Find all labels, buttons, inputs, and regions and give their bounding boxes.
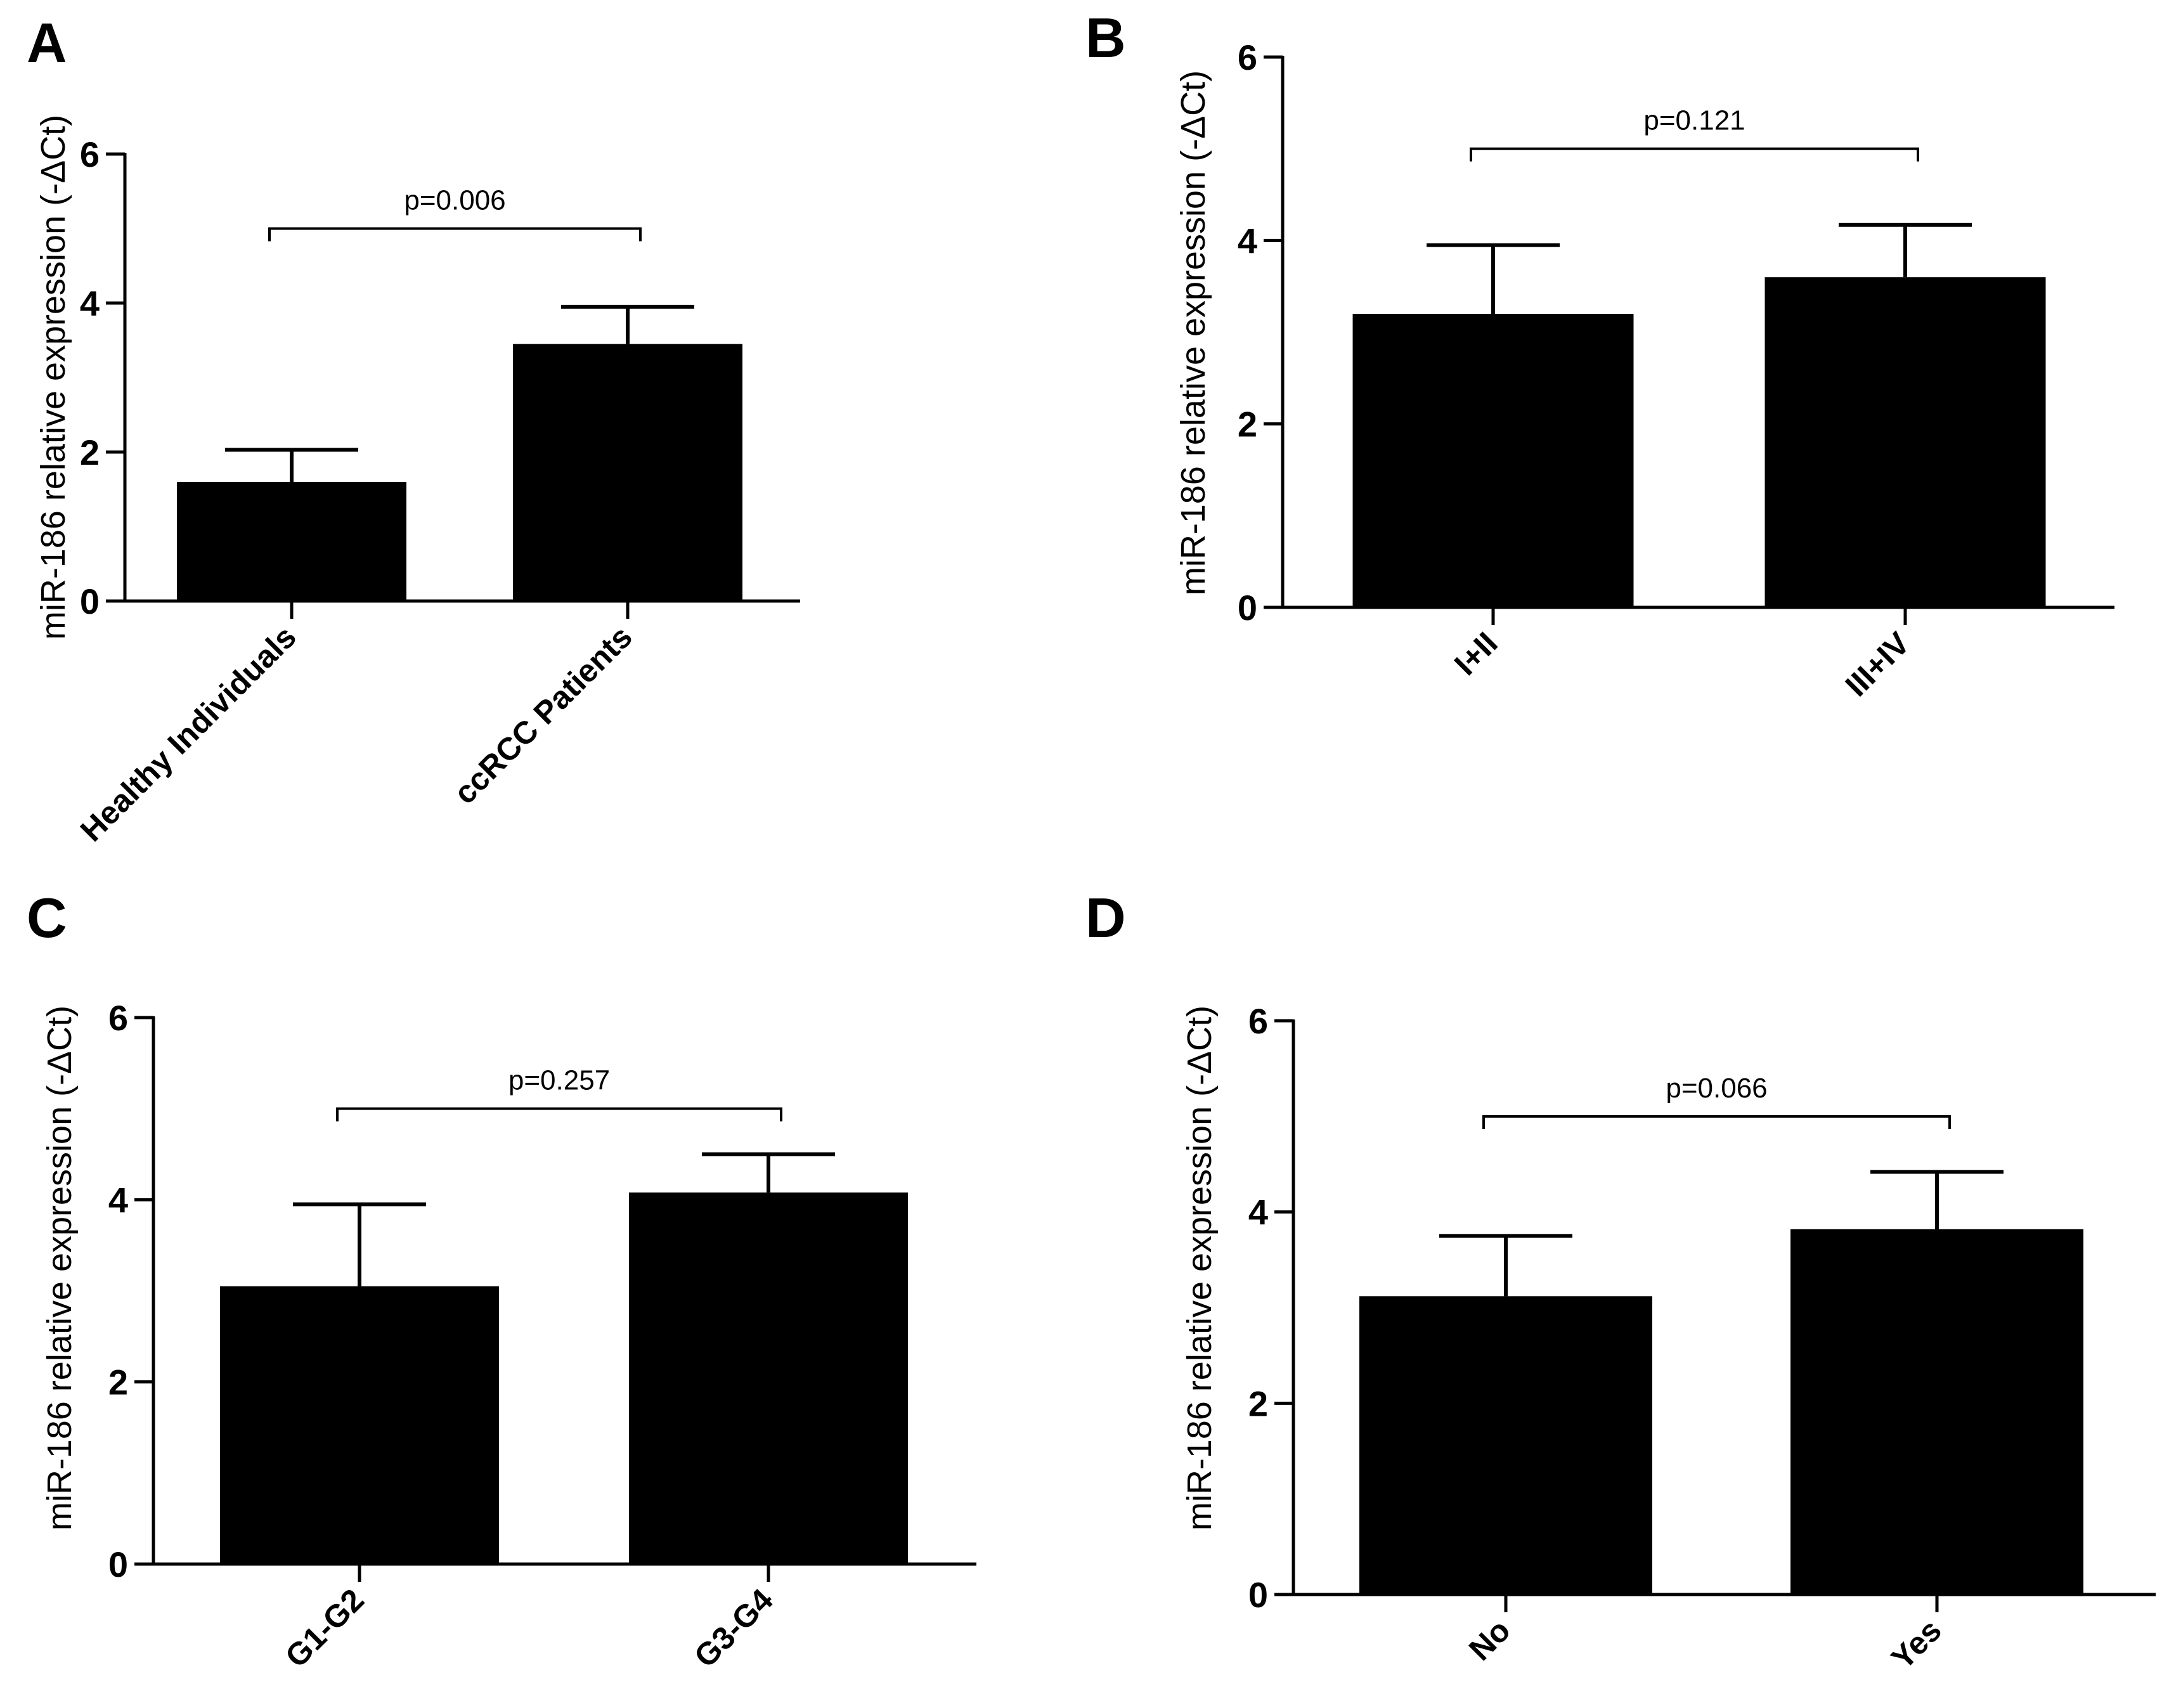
panel-a-y-tick-label: 6 bbox=[80, 134, 100, 174]
panel-d-y-tick-label: 6 bbox=[1248, 1001, 1268, 1041]
panel-a-significance-bracket bbox=[268, 227, 642, 242]
panel-c-y-tick-label: 4 bbox=[108, 1180, 128, 1220]
panel-c: C miR-186 relative expression (-ΔCt) 0 2 4… bbox=[27, 886, 976, 1674]
panel-b-x-tick-label: III+IV bbox=[1839, 625, 1917, 704]
panel-c-x-tick-label: G1-G2 bbox=[278, 1582, 371, 1674]
panel-b-bar bbox=[1764, 277, 2046, 607]
panel-a-ylabel: miR-186 relative expression (-ΔCt) bbox=[34, 115, 72, 640]
panel-a-bar bbox=[177, 482, 406, 601]
panel-d-bar bbox=[1790, 1229, 2083, 1595]
panel-c-x-tick-label: G3-G4 bbox=[687, 1582, 780, 1674]
panel-b-significance-bracket bbox=[1470, 147, 1919, 162]
panel-c-bar bbox=[629, 1192, 908, 1564]
panel-d-y-tick-label: 2 bbox=[1248, 1383, 1268, 1423]
panel-a: A miR-186 relative expression (-ΔCt) 0 2 4… bbox=[27, 11, 800, 848]
panel-b-plot: 0 2 4 6 I+II III+IV p=0.121 bbox=[1238, 37, 2114, 703]
panel-d-plot: 0 2 4 6 No Yes p=0.066 bbox=[1248, 1001, 2156, 1676]
panel-a-x-tick-label: ccRCC Patients bbox=[447, 619, 639, 811]
panel-c-ylabel: miR-186 relative expression (-ΔCt) bbox=[41, 1006, 79, 1530]
panel-d-y-tick-label: 0 bbox=[1248, 1575, 1268, 1615]
panel-c-y-tick-label: 2 bbox=[108, 1362, 128, 1402]
panel-d-significance-bracket bbox=[1482, 1115, 1951, 1129]
panel-c-significance-bracket bbox=[336, 1107, 782, 1122]
panel-a-x-tick-label: Healthy Individuals bbox=[74, 619, 303, 848]
panel-d-y-tick-label: 4 bbox=[1248, 1193, 1268, 1232]
panel-d: D miR-186 relative expression (-ΔCt) 0 2 4… bbox=[1085, 886, 2156, 1676]
panel-letter-a: A bbox=[27, 11, 67, 74]
panel-a-bar bbox=[513, 344, 742, 601]
panel-letter-b: B bbox=[1085, 6, 1126, 69]
panel-b: B miR-186 relative expression (-ΔCt) 0 2 4… bbox=[1085, 6, 2114, 703]
panel-letter-d: D bbox=[1085, 886, 1126, 949]
panel-a-y-tick-label: 4 bbox=[80, 283, 100, 323]
panel-a-y-tick-label: 0 bbox=[80, 581, 100, 621]
panel-b-x-tick-label: I+II bbox=[1447, 625, 1505, 682]
panel-b-bar bbox=[1352, 314, 1634, 607]
panel-b-y-tick-label: 0 bbox=[1238, 588, 1257, 628]
panel-b-y-tick-label: 6 bbox=[1238, 37, 1257, 77]
panel-c-y-tick-label: 6 bbox=[108, 998, 128, 1038]
panel-a-y-tick-label: 2 bbox=[80, 432, 100, 472]
panel-d-ylabel: miR-186 relative expression (-ΔCt) bbox=[1181, 1006, 1219, 1530]
panel-b-y-tick-label: 2 bbox=[1238, 404, 1257, 444]
panel-c-p-value: p=0.257 bbox=[508, 1065, 610, 1096]
panel-c-y-tick-label: 0 bbox=[108, 1544, 128, 1584]
panel-d-x-tick-label: No bbox=[1462, 1612, 1517, 1667]
panel-d-x-tick-label: Yes bbox=[1884, 1612, 1948, 1676]
panel-a-p-value: p=0.006 bbox=[404, 185, 505, 216]
panel-c-plot: 0 2 4 6 G1-G2 G3-G4 p=0.257 bbox=[108, 998, 976, 1674]
panel-b-y-tick-label: 4 bbox=[1238, 221, 1257, 261]
panel-d-p-value: p=0.066 bbox=[1666, 1073, 1767, 1104]
panel-d-bar bbox=[1359, 1296, 1652, 1595]
panel-b-p-value: p=0.121 bbox=[1643, 105, 1745, 136]
panel-c-bar bbox=[220, 1286, 499, 1564]
panel-letter-c: C bbox=[27, 886, 67, 949]
panel-a-plot: 0 2 4 6 Healthy Individuals ccRCC Patients p=0… bbox=[74, 134, 800, 848]
panel-b-ylabel: miR-186 relative expression (-ΔCt) bbox=[1174, 70, 1212, 595]
